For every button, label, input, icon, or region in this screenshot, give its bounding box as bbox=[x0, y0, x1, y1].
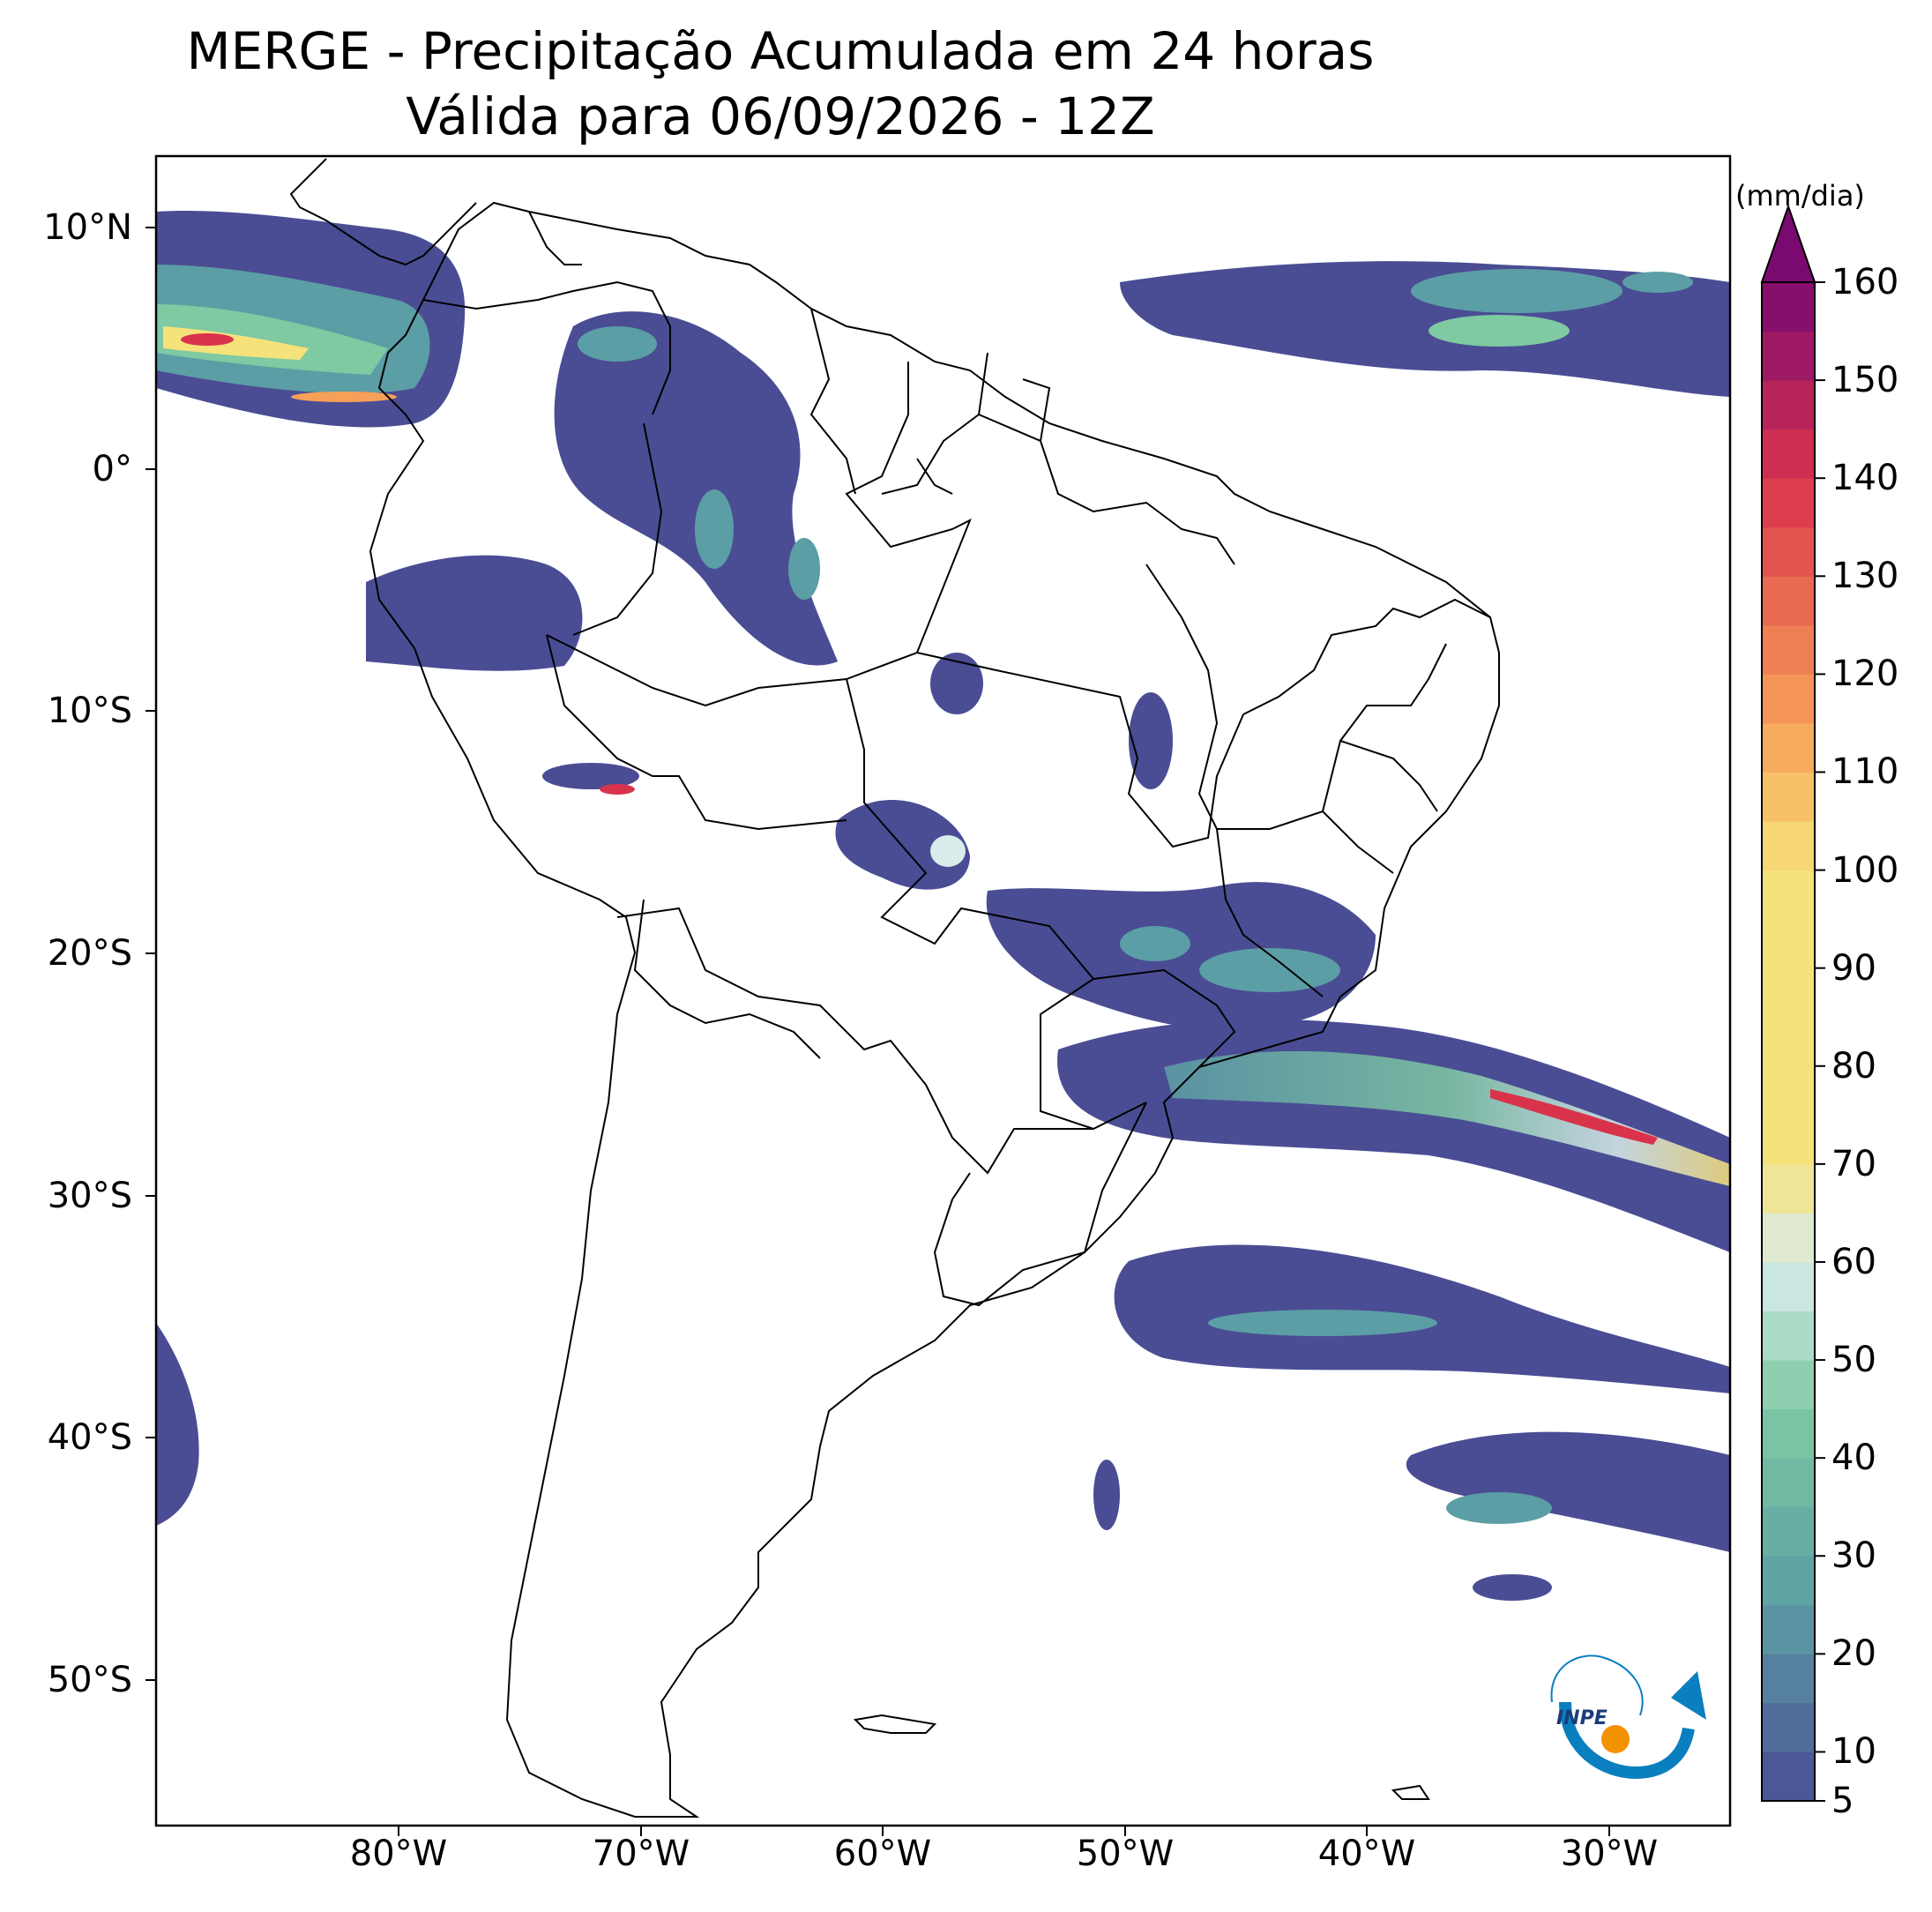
colorbar-band bbox=[1762, 1458, 1815, 1508]
colorbar-extend-arrow bbox=[1760, 203, 1816, 283]
lat-tick-label: 50°S bbox=[47, 1660, 132, 1700]
colorbar-tick-label: 50 bbox=[1831, 1340, 1876, 1381]
colorbar-tick-label: 60 bbox=[1831, 1241, 1876, 1282]
colorbar-band bbox=[1762, 478, 1815, 528]
colorbar-band bbox=[1762, 1556, 1815, 1606]
colorbar-band bbox=[1762, 821, 1815, 871]
colorbar-band bbox=[1762, 1163, 1815, 1214]
colorbar-band bbox=[1762, 722, 1815, 773]
colorbar-band bbox=[1762, 1702, 1815, 1752]
colorbar-frame bbox=[1761, 281, 1816, 1802]
lat-tick-label: 10°N bbox=[43, 207, 132, 248]
colorbar-tick-label: 150 bbox=[1831, 360, 1899, 401]
colorbar-tick-label: 90 bbox=[1831, 947, 1876, 989]
colorbar-band bbox=[1762, 674, 1815, 724]
colorbar-band bbox=[1762, 576, 1815, 626]
colorbar-tick-label: 130 bbox=[1831, 556, 1899, 597]
map-frame bbox=[154, 154, 1732, 1827]
colorbar-band bbox=[1762, 1115, 1815, 1165]
lon-tick-label: 40°W bbox=[1317, 1834, 1416, 1874]
colorbar-band bbox=[1762, 1311, 1815, 1361]
colorbar-bands bbox=[1762, 282, 1815, 1802]
lon-tick-label: 70°W bbox=[592, 1834, 690, 1874]
colorbar-band bbox=[1762, 1065, 1815, 1116]
colorbar-band bbox=[1762, 772, 1815, 822]
colorbar-tick-label: 40 bbox=[1831, 1438, 1876, 1479]
colorbar-band bbox=[1762, 1408, 1815, 1459]
map-title: MERGE - Precipitação Acumulada em 24 hor… bbox=[186, 21, 1375, 81]
lon-tick-label: 60°W bbox=[833, 1834, 932, 1874]
colorbar-tick-label: 70 bbox=[1831, 1143, 1876, 1184]
colorbar-tick-label: 120 bbox=[1831, 654, 1899, 695]
lat-tick-label: 30°S bbox=[47, 1176, 132, 1216]
colorbar-tick-label: 20 bbox=[1831, 1633, 1876, 1675]
colorbar-band bbox=[1762, 527, 1815, 577]
coastlines-and-borders bbox=[289, 158, 1500, 1818]
colorbar-band bbox=[1762, 1360, 1815, 1410]
axis-ticks bbox=[145, 227, 1610, 1836]
lat-tick-label: 40°S bbox=[47, 1417, 132, 1458]
colorbar-band bbox=[1762, 380, 1815, 430]
colorbar-band bbox=[1762, 624, 1815, 675]
lat-tick-label: 20°S bbox=[47, 933, 132, 974]
map-subtitle: Válida para 06/09/2026 - 12Z bbox=[406, 86, 1155, 146]
colorbar-band bbox=[1762, 1751, 1815, 1802]
colorbar-band bbox=[1762, 429, 1815, 479]
colorbar-band bbox=[1762, 331, 1815, 381]
colorbar bbox=[1760, 203, 1825, 1802]
lat-tick-label: 0° bbox=[92, 449, 132, 489]
colorbar-band bbox=[1762, 1506, 1815, 1557]
lon-tick-label: 80°W bbox=[349, 1834, 448, 1874]
colorbar-tick-label: 80 bbox=[1831, 1045, 1876, 1087]
colorbar-band bbox=[1762, 1654, 1815, 1704]
colorbar-tick-label: 140 bbox=[1831, 458, 1899, 499]
colorbar-band bbox=[1762, 967, 1815, 1018]
colorbar-tick-label: 5 bbox=[1831, 1781, 1854, 1821]
inpe-logo-text: INPE bbox=[1556, 1707, 1608, 1729]
colorbar-tick-label: 10 bbox=[1831, 1731, 1876, 1773]
colorbar-band bbox=[1762, 1213, 1815, 1263]
precipitation-field bbox=[156, 211, 1730, 1601]
colorbar-band bbox=[1762, 1604, 1815, 1654]
colorbar-band bbox=[1762, 1017, 1815, 1067]
colorbar-tick-label: 30 bbox=[1831, 1535, 1876, 1577]
lon-tick-label: 50°W bbox=[1076, 1834, 1175, 1874]
colorbar-band bbox=[1762, 282, 1815, 332]
colorbar-band bbox=[1762, 870, 1815, 920]
colorbar-units: (mm/dia) bbox=[1735, 179, 1865, 213]
lon-tick-label: 30°W bbox=[1560, 1834, 1659, 1874]
colorbar-tick-label: 160 bbox=[1831, 262, 1899, 302]
colorbar-tickmarks bbox=[1815, 281, 1825, 1802]
colorbar-tick-label: 110 bbox=[1831, 751, 1899, 793]
colorbar-tick-label: 100 bbox=[1831, 849, 1899, 891]
colorbar-band bbox=[1762, 919, 1815, 969]
lat-tick-label: 10°S bbox=[47, 691, 132, 731]
inpe-logo: INPE bbox=[1550, 1654, 1706, 1780]
colorbar-band bbox=[1762, 1261, 1815, 1312]
